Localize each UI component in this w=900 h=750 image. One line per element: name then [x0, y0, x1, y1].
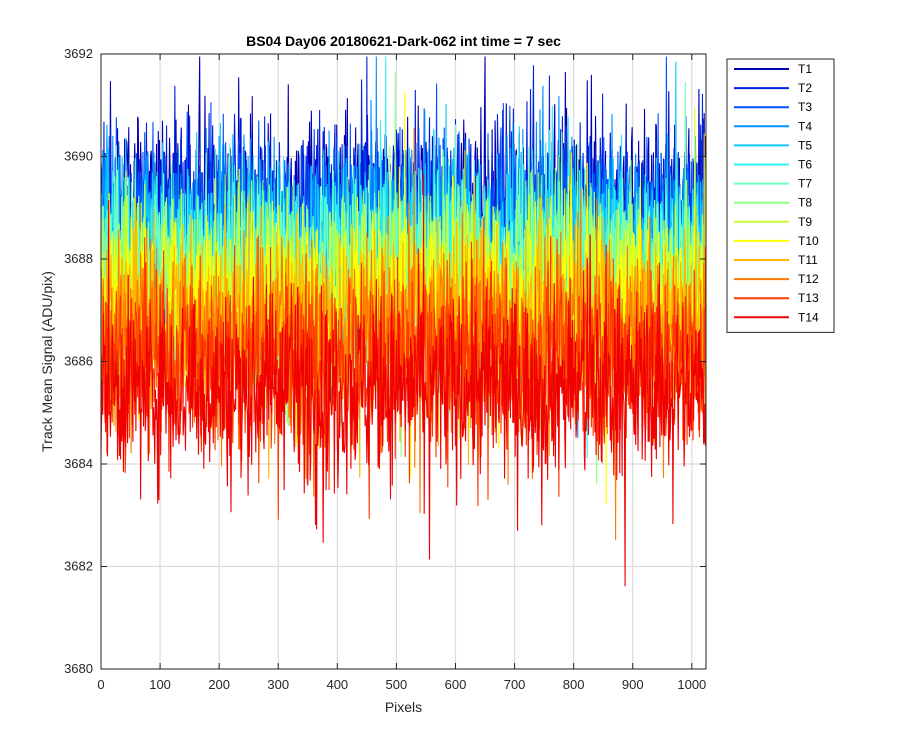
- legend-label: T1: [798, 62, 812, 76]
- legend-label: T13: [798, 291, 819, 305]
- y-tick-label: 3680: [64, 661, 93, 676]
- legend-label: T2: [798, 81, 812, 95]
- legend-label: T6: [798, 158, 812, 172]
- legend-label: T9: [798, 215, 812, 229]
- legend-label: T10: [798, 234, 819, 248]
- y-tick-label: 3692: [64, 46, 93, 61]
- axis-ticks: 0 100 200 300 400 500 600 700 800 900 1000 3680 3682…: [64, 46, 706, 692]
- x-tick-label: 1000: [677, 677, 706, 692]
- x-tick-label: 400: [326, 677, 348, 692]
- legend-label: T11: [798, 253, 818, 267]
- y-tick-label: 3688: [64, 251, 93, 266]
- y-tick-label: 3686: [64, 354, 93, 369]
- legend-label: T14: [798, 310, 819, 324]
- x-tick-label: 500: [386, 677, 408, 692]
- x-axis-label: Pixels: [385, 699, 422, 715]
- x-tick-label: 200: [208, 677, 230, 692]
- legend-label: T5: [798, 138, 812, 152]
- x-tick-label: 600: [445, 677, 467, 692]
- legend-label: T8: [798, 196, 812, 210]
- x-tick-label: 800: [563, 677, 585, 692]
- y-tick-label: 3690: [64, 149, 93, 164]
- legend-label: T3: [798, 100, 812, 114]
- chart-title: BS04 Day06 20180621-Dark-062 int time = …: [246, 33, 561, 49]
- legend-label: T7: [798, 177, 812, 191]
- y-axis-label: Track Mean Signal (ADU/pix): [39, 271, 55, 452]
- x-tick-label: 900: [622, 677, 644, 692]
- series-line-t14: [100, 174, 706, 587]
- legend: T1 T2 T3 T4 T5 T6 T7 T8 T9 T10 T11 T12 T13 T14: [726, 58, 835, 333]
- x-tick-label: 300: [267, 677, 289, 692]
- y-tick-label: 3684: [64, 456, 93, 471]
- series-lines: [100, 56, 706, 587]
- y-tick-label: 3682: [64, 559, 93, 574]
- x-tick-label: 0: [97, 677, 104, 692]
- legend-label: T4: [798, 119, 812, 133]
- x-tick-label: 700: [504, 677, 526, 692]
- x-tick-label: 100: [149, 677, 171, 692]
- legend-label: T12: [798, 272, 819, 286]
- legend-box: [726, 58, 835, 333]
